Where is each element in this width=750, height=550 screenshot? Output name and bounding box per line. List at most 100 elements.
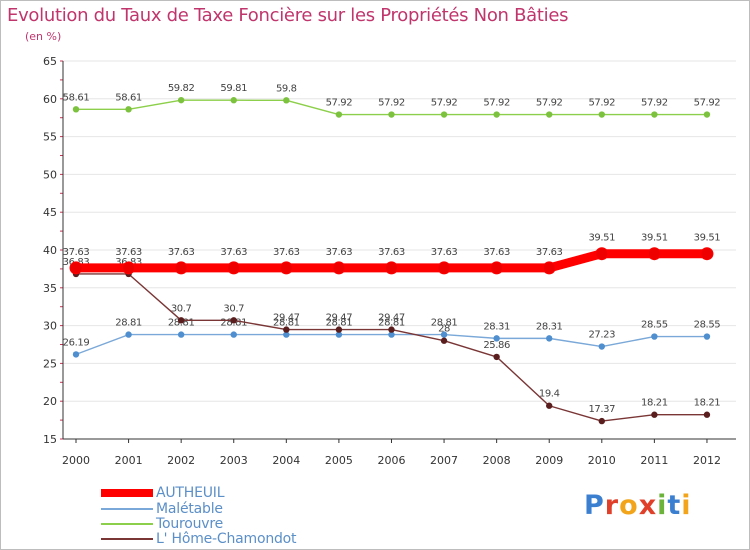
- legend-label-maletable: Malétable: [156, 501, 223, 517]
- data-point-autheuil-2010: [595, 247, 609, 261]
- data-label-tourouvre-2001: 58.61: [115, 92, 142, 103]
- data-label-autheuil-2005: 37.63: [326, 247, 353, 258]
- data-point-l-h-me-chamondot-2006: [388, 326, 395, 333]
- x-tick-label-2007: 2007: [430, 454, 458, 467]
- y-tick-label-25: 25: [43, 357, 57, 370]
- data-point-autheuil-2001: [122, 261, 136, 275]
- data-point-autheuil-2005: [332, 261, 346, 275]
- data-point-l-h-me-chamondot-2003: [230, 317, 237, 324]
- data-point-mal-table-2006: [388, 331, 395, 338]
- data-label-tourouvre-2010: 57.92: [588, 98, 615, 109]
- data-label-l-h-me-chamondot-2007: 28: [438, 324, 450, 335]
- y-tick-label-50: 50: [43, 168, 57, 181]
- y-tick-label-15: 15: [43, 433, 57, 446]
- data-point-tourouvre-2002: [177, 96, 185, 104]
- data-point-l-h-me-chamondot-2008: [493, 353, 500, 361]
- data-label-tourouvre-2011: 57.92: [641, 98, 668, 109]
- data-label-tourouvre-2006: 57.92: [378, 98, 405, 109]
- data-point-autheuil-2006: [384, 261, 398, 275]
- legend-item-home-chamondot: L' Hôme-Chamondot: [101, 531, 361, 547]
- data-label-autheuil-2006: 37.63: [378, 247, 405, 258]
- logo-letter: x: [638, 490, 658, 521]
- logo-letter: P: [584, 490, 605, 521]
- data-point-autheuil-2012: [700, 247, 714, 261]
- x-tick-label-2002: 2002: [167, 454, 195, 467]
- x-tick-label-2000: 2000: [62, 454, 90, 467]
- data-label-autheuil-2002: 37.63: [168, 247, 195, 258]
- data-label-l-h-me-chamondot-2003: 30.7: [223, 303, 244, 314]
- data-label-l-h-me-chamondot-2002: 30.7: [171, 303, 192, 314]
- data-label-tourouvre-2008: 57.92: [483, 98, 510, 109]
- data-label-tourouvre-2004: 59.8: [276, 83, 297, 94]
- legend-swatch-tourouvre: [101, 523, 153, 525]
- logo-letter: i: [681, 490, 692, 521]
- data-point-tourouvre-2003: [230, 97, 237, 104]
- x-tick-label-2011: 2011: [640, 454, 668, 467]
- data-label-mal-table-2004: 28.81: [273, 318, 300, 329]
- x-tick-label-2006: 2006: [377, 454, 405, 467]
- x-tick-label-2001: 2001: [115, 454, 143, 467]
- data-label-tourouvre-2002: 59.82: [168, 83, 195, 94]
- data-label-autheuil-2012: 39.51: [694, 233, 721, 244]
- legend-label-autheuil: AUTHEUIL: [156, 485, 225, 501]
- series-line-l-h-me-chamondot: [75, 273, 708, 422]
- x-tick-label-2010: 2010: [588, 454, 616, 467]
- data-point-mal-table-2002: [177, 331, 185, 338]
- legend-item-autheuil: AUTHEUIL: [101, 485, 361, 501]
- data-label-mal-table-2008: 28.31: [483, 321, 510, 332]
- logo-letter: o: [619, 490, 639, 521]
- legend-label-home-chamondot: L' Hôme-Chamondot: [156, 531, 297, 547]
- data-point-tourouvre-2009: [546, 111, 553, 118]
- x-tick-label-2012: 2012: [693, 454, 721, 467]
- data-label-autheuil-2004: 37.63: [273, 247, 300, 258]
- data-point-tourouvre-2010: [598, 111, 605, 118]
- data-point-l-h-me-chamondot-2011: [651, 411, 658, 418]
- data-point-mal-table-2009: [546, 335, 553, 342]
- data-label-mal-table-2007: 28.81: [431, 318, 458, 329]
- data-label-tourouvre-2009: 57.92: [536, 98, 563, 109]
- data-point-mal-table-2001: [125, 331, 132, 338]
- data-point-mal-table-2010: [598, 343, 605, 350]
- legend-swatch-maletable: [101, 508, 153, 510]
- data-label-tourouvre-2003: 59.81: [220, 83, 247, 94]
- data-point-mal-table-2004: [283, 331, 290, 338]
- data-point-tourouvre-2006: [388, 111, 395, 118]
- data-point-autheuil-2004: [279, 261, 293, 275]
- y-tick-label-60: 60: [43, 93, 57, 106]
- data-label-mal-table-2000: 26.19: [63, 337, 90, 348]
- data-point-tourouvre-2011: [651, 111, 658, 118]
- legend-swatch-home-chamondot: [101, 538, 153, 540]
- data-point-l-h-me-chamondot-2005: [335, 326, 343, 333]
- data-point-tourouvre-2005: [335, 111, 343, 118]
- data-label-autheuil-2010: 39.51: [588, 233, 615, 244]
- data-point-mal-table-2012: [703, 333, 711, 340]
- data-label-mal-table-2001: 28.81: [115, 318, 142, 329]
- y-tick-label-65: 65: [43, 55, 57, 68]
- data-point-autheuil-2011: [647, 247, 661, 261]
- data-point-l-h-me-chamondot-2007: [440, 337, 448, 344]
- data-label-mal-table-2009: 28.31: [536, 321, 563, 332]
- data-label-autheuil-2008: 37.63: [483, 247, 510, 258]
- data-label-autheuil-2001: 37.63: [115, 247, 142, 258]
- data-point-mal-table-2003: [230, 331, 237, 338]
- x-tick-label-2004: 2004: [272, 454, 300, 467]
- legend-item-tourouvre: Tourouvre: [101, 516, 361, 532]
- data-label-l-h-me-chamondot-2006: 29.47: [378, 313, 405, 324]
- data-point-l-h-me-chamondot-2002: [177, 317, 185, 324]
- data-point-l-h-me-chamondot-2010: [598, 417, 605, 425]
- y-axis-unit: (en %): [25, 30, 62, 43]
- data-label-mal-table-2005: 28.81: [326, 318, 353, 329]
- data-label-mal-table-2011: 28.55: [641, 320, 668, 331]
- data-point-tourouvre-2012: [703, 111, 711, 118]
- data-point-l-h-me-chamondot-2004: [283, 326, 290, 333]
- legend-label-tourouvre: Tourouvre: [156, 516, 224, 532]
- data-point-mal-table-2008: [493, 335, 500, 342]
- data-label-l-h-me-chamondot-2010: 17.37: [588, 404, 615, 415]
- data-label-l-h-me-chamondot-2011: 18.21: [641, 398, 668, 409]
- logo-letter: r: [604, 490, 620, 521]
- data-label-l-h-me-chamondot-2012: 18.21: [694, 398, 721, 409]
- data-label-tourouvre-2012: 57.92: [694, 98, 721, 109]
- data-label-autheuil-2007: 37.63: [431, 247, 458, 258]
- data-label-l-h-me-chamondot-2005: 29.47: [326, 313, 353, 324]
